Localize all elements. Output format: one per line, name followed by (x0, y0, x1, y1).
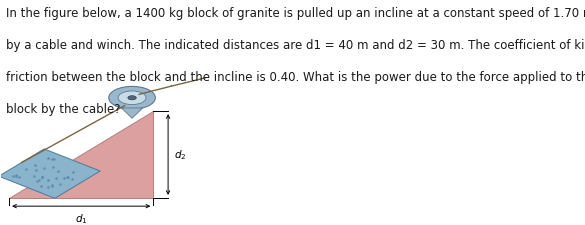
Circle shape (128, 96, 136, 100)
Text: $d_1$: $d_1$ (75, 211, 88, 225)
Text: $d_2$: $d_2$ (174, 148, 187, 162)
Polygon shape (122, 108, 143, 119)
Circle shape (109, 87, 156, 110)
Polygon shape (9, 112, 153, 198)
Polygon shape (0, 149, 100, 198)
Text: In the figure below, a 1400 kg block of granite is pulled up an incline at a con: In the figure below, a 1400 kg block of … (6, 7, 585, 20)
Text: block by the cable?: block by the cable? (6, 102, 121, 115)
Text: by a cable and winch. The indicated distances are d1 = 40 m and d2 = 30 m. The c: by a cable and winch. The indicated dist… (6, 39, 585, 52)
Circle shape (118, 92, 146, 105)
Text: friction between the block and the incline is 0.40. What is the power due to the: friction between the block and the incli… (6, 71, 585, 83)
